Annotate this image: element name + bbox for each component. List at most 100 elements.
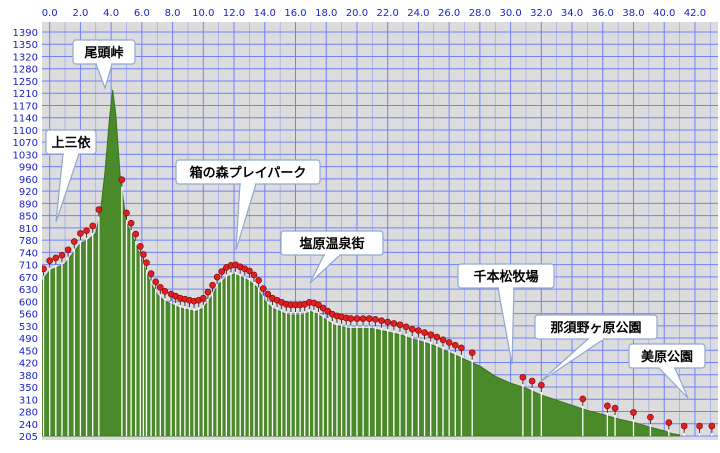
callout: 上三依 <box>45 129 97 223</box>
x-tick-label: 16.0 <box>284 8 306 19</box>
marker-pin <box>132 230 140 238</box>
marker-pin <box>647 413 654 421</box>
x-tick-label: 12.0 <box>223 8 245 19</box>
marker-pin <box>324 307 332 315</box>
y-tick-label: 1320 <box>13 52 38 63</box>
y-tick-label: 990 <box>19 163 38 174</box>
marker-pin <box>157 283 164 291</box>
y-tick-label: 1390 <box>13 28 38 39</box>
y-tick-label: 560 <box>19 310 38 321</box>
y-tick-label: 280 <box>19 408 38 419</box>
callout-label: 那須野ヶ原公園 <box>550 320 641 336</box>
y-tick-label: 670 <box>19 273 38 284</box>
y-tick-label: 600 <box>19 297 38 308</box>
marker-pin <box>255 277 262 284</box>
x-tick-label: 26.0 <box>438 8 460 19</box>
marker-pin <box>127 219 135 227</box>
y-tick-label: 205 <box>19 432 38 443</box>
marker-pin <box>123 209 130 217</box>
marker-pin <box>439 336 447 344</box>
marker-pin <box>58 251 66 259</box>
marker-pin <box>528 377 536 385</box>
x-tick-label: 30.0 <box>499 8 521 19</box>
marker-pin <box>319 304 327 312</box>
marker-pin <box>378 317 385 324</box>
y-tick-label: 740 <box>19 248 38 259</box>
marker-pin <box>680 422 688 430</box>
marker-pin <box>143 259 150 266</box>
marker-pin <box>708 422 716 430</box>
y-tick-label: 240 <box>19 420 38 431</box>
marker-pin <box>95 206 103 213</box>
marker-pin <box>365 315 373 322</box>
marker-pin <box>611 404 619 412</box>
callout-label: 塩原温泉街 <box>299 236 364 252</box>
x-tick-label: 28.0 <box>469 8 491 19</box>
y-tick-label: 420 <box>19 359 38 370</box>
callout: 千本松牧場 <box>457 263 555 365</box>
x-tick-label: 20.0 <box>346 8 368 19</box>
y-axis-band <box>0 0 42 449</box>
y-tick-label: 850 <box>19 212 38 223</box>
x-tick-label: 18.0 <box>315 8 337 19</box>
marker-pin <box>415 327 422 334</box>
x-axis-band <box>42 0 718 22</box>
marker-pin <box>402 323 410 331</box>
marker-pin <box>353 315 361 322</box>
x-tick-label: 38.0 <box>622 8 644 19</box>
marker-pin <box>52 254 60 262</box>
marker-pin <box>140 251 147 258</box>
marker-pin <box>427 331 435 338</box>
marker-pin <box>468 349 476 357</box>
callout-label: 千本松牧場 <box>473 269 538 285</box>
y-tick-label: 890 <box>19 199 38 210</box>
y-tick-label: 630 <box>19 285 38 296</box>
marker-pin <box>137 243 144 250</box>
y-tick-label: 1100 <box>13 126 38 137</box>
callout-label: 尾頭峠 <box>84 45 123 61</box>
y-tick-label: 1250 <box>13 77 38 88</box>
x-tick-labels: 0.0 2.0 4.0 6.0 8.0 10.0 12.0 14.0 16.0 18.0 20.0 2… <box>42 0 718 22</box>
marker-pin <box>259 285 267 292</box>
y-tick-label: 1070 <box>13 138 38 149</box>
marker-pin <box>408 325 416 333</box>
x-tick-label: 8.0 <box>165 8 181 19</box>
x-tick-label: 10.0 <box>192 8 214 19</box>
y-tick-label: 310 <box>19 395 38 406</box>
marker-pin <box>538 381 545 389</box>
x-tick-label: 40.0 <box>653 8 675 19</box>
marker-pin <box>89 222 96 230</box>
marker-pin <box>264 290 272 298</box>
marker-pin <box>118 176 126 183</box>
callout: 那須野ヶ原公園 <box>534 314 658 383</box>
marker-pin <box>396 321 404 329</box>
y-tick-label: 810 <box>19 224 38 235</box>
callout: 美原公園 <box>628 343 706 399</box>
marker-pin <box>384 318 391 326</box>
y-tick-label: 1350 <box>13 40 38 51</box>
x-tick-label: 0.0 <box>42 8 58 19</box>
marker-pin <box>161 288 169 295</box>
x-tick-label: 14.0 <box>254 8 276 19</box>
marker-pin <box>390 320 398 327</box>
marker-pin <box>250 271 258 279</box>
callout: 箱の森プレイパーク <box>175 159 321 251</box>
callout: 塩原温泉街 <box>280 230 384 284</box>
marker-pin <box>213 273 221 281</box>
callout: 尾頭峠 <box>72 39 136 90</box>
x-tick-label: 24.0 <box>407 8 429 19</box>
marker-pin <box>147 270 155 277</box>
marker-pin <box>218 268 226 275</box>
marker-pin <box>347 315 355 322</box>
callout-label: 上三依 <box>51 135 91 151</box>
marker-pin <box>421 329 428 336</box>
marker-pin <box>246 267 253 275</box>
marker-pin <box>519 373 527 381</box>
marker-pin <box>604 402 611 410</box>
marker-pin <box>209 281 216 289</box>
x-tick-label: 4.0 <box>103 8 119 19</box>
